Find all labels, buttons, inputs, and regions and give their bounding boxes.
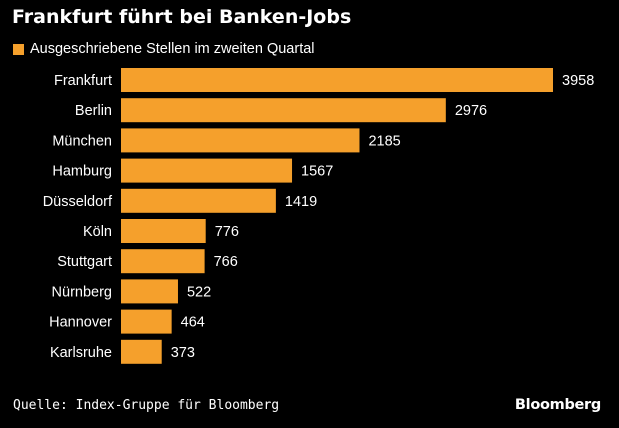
category-label: Frankfurt [54,73,112,89]
data-label: 766 [214,254,238,270]
category-label: Stuttgart [57,254,112,270]
category-label: Köln [83,224,112,240]
data-label: 464 [181,315,205,331]
data-label: 522 [187,284,211,300]
bloomberg-logo: Bloomberg [514,397,601,413]
bar [121,98,446,123]
bar [121,219,206,243]
data-label: 1419 [285,194,317,210]
bar [121,158,293,183]
data-label: 776 [215,224,239,240]
bar [121,128,360,153]
category-label: Berlin [75,103,112,119]
bar [121,68,553,92]
source-note: Quelle: Index-Gruppe für Bloomberg [13,398,280,413]
category-label: Hannover [49,315,112,331]
legend-label: Ausgeschriebene Stellen im zweiten Quart… [30,41,315,57]
bar [121,279,178,304]
category-label: München [52,133,112,149]
legend: Ausgeschriebene Stellen im zweiten Quart… [13,41,315,57]
data-label: 2185 [368,133,400,149]
chart-title: Frankfurt führt bei Banken-Jobs [12,6,352,28]
data-label: 373 [171,345,195,361]
category-label: Düsseldorf [43,194,113,210]
bar [121,188,276,213]
bar [121,249,205,274]
category-label: Hamburg [52,164,112,180]
bar [121,339,162,364]
category-label: Karlsruhe [50,345,112,361]
bar [121,309,172,334]
data-label: 2976 [455,103,487,119]
legend-swatch [13,43,24,55]
category-label: Nürnberg [52,284,112,300]
data-label: 3958 [562,73,594,89]
data-label: 1567 [301,164,333,180]
